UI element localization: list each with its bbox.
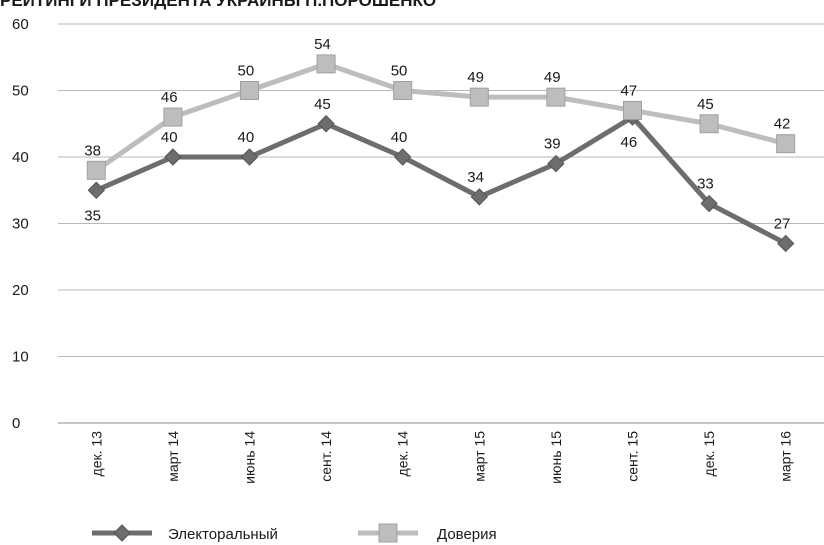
x-tick-label: дек. 14	[395, 431, 411, 477]
data-point	[546, 87, 566, 107]
data-point	[163, 107, 183, 127]
data-point	[700, 194, 718, 213]
data-point	[776, 234, 795, 253]
legend: Электоральный Доверия	[92, 523, 497, 543]
data-label: 54	[314, 36, 331, 53]
data-label: 38	[84, 142, 101, 159]
data-label: 40	[391, 129, 408, 146]
series-markers	[86, 54, 796, 253]
x-tick-label: июнь 14	[242, 431, 258, 484]
y-tick-label: 0	[12, 415, 20, 432]
y-axis: 0 10 20 30 40 50 60	[12, 16, 29, 432]
data-label: 50	[391, 63, 408, 80]
data-point	[240, 148, 259, 166]
x-tick-label: март 16	[778, 431, 794, 482]
legend-label: Доверия	[437, 526, 497, 543]
y-tick-label: 20	[12, 282, 29, 299]
data-label: 46	[621, 134, 638, 151]
data-label: 35	[84, 207, 101, 224]
y-tick-label: 40	[12, 149, 29, 166]
data-label: 33	[697, 176, 714, 193]
series-lines	[94, 61, 787, 246]
legend-label: Электоральный	[168, 526, 278, 543]
x-tick-label: март 15	[471, 431, 487, 482]
y-tick-label: 60	[12, 16, 29, 33]
x-axis: дек. 13 март 14 июнь 14 сент. 14 дек. 14 март…	[88, 431, 793, 484]
legend-marker	[113, 524, 131, 542]
x-tick-label: июнь 15	[548, 431, 564, 484]
data-label: 34	[467, 169, 484, 186]
chart-title: РЕЙТИНГИ ПРЕЗИДЕНТА УКРАИНЫ П.ПОРОШЕНКО	[0, 0, 437, 10]
data-label: 42	[774, 116, 791, 133]
data-point	[699, 114, 719, 134]
y-tick-label: 10	[12, 349, 29, 366]
data-label: 40	[238, 129, 255, 146]
data-point	[547, 154, 565, 173]
data-point	[317, 115, 335, 133]
data-labels: 35 40 40 45 40 34 39 46 33 27 38 46 50 54 50 49 49 47 45 42	[84, 36, 790, 233]
y-tick-label: 50	[12, 83, 29, 100]
data-label: 49	[544, 69, 561, 86]
x-tick-label: сент. 14	[318, 431, 334, 482]
series-line	[94, 61, 787, 173]
data-point	[87, 181, 106, 199]
data-label: 46	[161, 89, 178, 106]
data-point	[86, 160, 106, 180]
gridlines	[58, 23, 824, 424]
data-label: 40	[161, 129, 178, 146]
data-point	[240, 81, 259, 100]
data-point	[393, 81, 413, 100]
data-label: 49	[467, 69, 484, 86]
data-point	[316, 54, 336, 74]
x-tick-label: дек. 13	[88, 431, 104, 477]
data-point	[393, 148, 412, 166]
legend-marker	[378, 523, 398, 543]
data-label: 45	[697, 96, 714, 113]
data-point	[469, 87, 489, 107]
data-label: 39	[544, 136, 561, 153]
data-point	[623, 100, 642, 120]
series-line	[95, 114, 787, 246]
data-label: 47	[621, 82, 638, 99]
x-tick-label: дек. 15	[701, 431, 717, 477]
y-tick-label: 30	[12, 216, 29, 233]
data-label: 50	[238, 63, 255, 80]
x-tick-label: март 14	[165, 431, 181, 482]
x-tick-label: сент. 15	[625, 431, 641, 482]
data-point	[164, 148, 182, 166]
data-label: 27	[774, 215, 791, 232]
data-point	[776, 134, 796, 154]
data-label: 45	[314, 96, 331, 113]
data-point	[470, 188, 489, 206]
